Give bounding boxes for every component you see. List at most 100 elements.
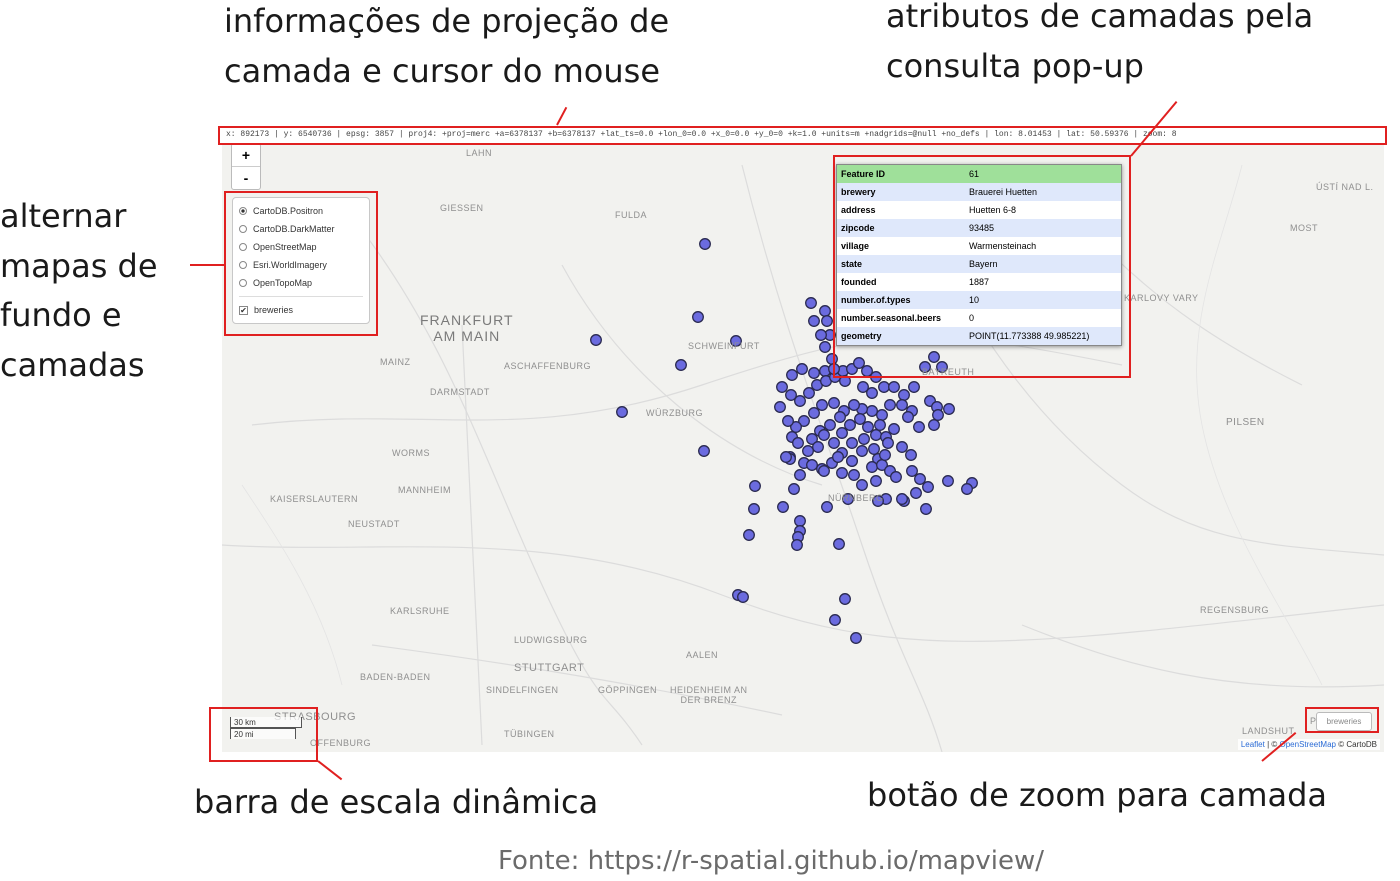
brewery-point[interactable] bbox=[866, 405, 878, 417]
brewery-point[interactable] bbox=[780, 451, 792, 463]
brewery-point[interactable] bbox=[836, 467, 848, 479]
brewery-point[interactable] bbox=[815, 329, 827, 341]
brewery-point[interactable] bbox=[832, 451, 844, 463]
brewery-point[interactable] bbox=[818, 429, 830, 441]
brewery-point[interactable] bbox=[816, 399, 828, 411]
brewery-point[interactable] bbox=[879, 449, 891, 461]
brewery-point[interactable] bbox=[743, 529, 755, 541]
map-canvas[interactable] bbox=[222, 125, 1384, 752]
brewery-point[interactable] bbox=[803, 387, 815, 399]
brewery-point[interactable] bbox=[866, 387, 878, 399]
brewery-point[interactable] bbox=[808, 315, 820, 327]
brewery-point[interactable] bbox=[870, 429, 882, 441]
brewery-point[interactable] bbox=[821, 315, 833, 327]
brewery-point[interactable] bbox=[854, 413, 866, 425]
brewery-point[interactable] bbox=[806, 433, 818, 445]
brewery-points[interactable] bbox=[590, 238, 978, 644]
brewery-point[interactable] bbox=[910, 487, 922, 499]
brewery-point[interactable] bbox=[777, 501, 789, 513]
brewery-point[interactable] bbox=[919, 361, 931, 373]
brewery-point[interactable] bbox=[906, 465, 918, 477]
brewery-point[interactable] bbox=[616, 406, 628, 418]
brewery-point[interactable] bbox=[943, 403, 955, 415]
brewery-point[interactable] bbox=[888, 381, 900, 393]
map-widget[interactable]: x: 892173 | y: 6540736 | epsg: 3857 | pr… bbox=[222, 125, 1384, 752]
brewery-point[interactable] bbox=[824, 419, 836, 431]
brewery-point[interactable] bbox=[794, 395, 806, 407]
brewery-point[interactable] bbox=[846, 437, 858, 449]
brewery-point[interactable] bbox=[898, 389, 910, 401]
brewery-point[interactable] bbox=[872, 495, 884, 507]
brewery-point[interactable] bbox=[796, 363, 808, 375]
leaflet-link[interactable]: Leaflet bbox=[1240, 740, 1265, 749]
osm-link[interactable]: OpenStreetMap bbox=[1279, 740, 1336, 749]
basemap-option[interactable]: CartoDB.DarkMatter bbox=[239, 220, 363, 238]
brewery-point[interactable] bbox=[819, 305, 831, 317]
brewery-point[interactable] bbox=[821, 501, 833, 513]
basemap-option[interactable]: CartoDB.Positron bbox=[239, 202, 363, 220]
brewery-point[interactable] bbox=[842, 493, 854, 505]
brewery-point[interactable] bbox=[913, 421, 925, 433]
brewery-point[interactable] bbox=[896, 399, 908, 411]
brewery-point[interactable] bbox=[748, 503, 760, 515]
brewery-point[interactable] bbox=[896, 493, 908, 505]
brewery-point[interactable] bbox=[812, 441, 824, 453]
brewery-point[interactable] bbox=[806, 459, 818, 471]
brewery-point[interactable] bbox=[828, 437, 840, 449]
brewery-point[interactable] bbox=[788, 483, 800, 495]
brewery-point[interactable] bbox=[850, 632, 862, 644]
brewery-point[interactable] bbox=[785, 389, 797, 401]
brewery-point[interactable] bbox=[866, 461, 878, 473]
brewery-point[interactable] bbox=[961, 483, 973, 495]
brewery-point[interactable] bbox=[818, 465, 830, 477]
brewery-point[interactable] bbox=[922, 481, 934, 493]
brewery-point[interactable] bbox=[862, 421, 874, 433]
brewery-point[interactable] bbox=[905, 449, 917, 461]
brewery-point[interactable] bbox=[808, 367, 820, 379]
brewery-point[interactable] bbox=[839, 593, 851, 605]
brewery-point[interactable] bbox=[928, 351, 940, 363]
brewery-point[interactable] bbox=[834, 411, 846, 423]
brewery-point[interactable] bbox=[774, 401, 786, 413]
brewery-point[interactable] bbox=[692, 311, 704, 323]
brewery-point[interactable] bbox=[590, 334, 602, 346]
brewery-point[interactable] bbox=[882, 437, 894, 449]
brewery-point[interactable] bbox=[776, 381, 788, 393]
brewery-point[interactable] bbox=[928, 419, 940, 431]
brewery-point[interactable] bbox=[896, 441, 908, 453]
brewery-point[interactable] bbox=[805, 297, 817, 309]
brewery-point[interactable] bbox=[848, 399, 860, 411]
brewery-point[interactable] bbox=[890, 471, 902, 483]
brewery-point[interactable] bbox=[819, 341, 831, 353]
basemap-option[interactable]: Esri.WorldImagery bbox=[239, 256, 363, 274]
brewery-point[interactable] bbox=[914, 473, 926, 485]
brewery-point[interactable] bbox=[876, 409, 888, 421]
brewery-point[interactable] bbox=[853, 357, 865, 369]
brewery-point[interactable] bbox=[699, 238, 711, 250]
brewery-point[interactable] bbox=[737, 591, 749, 603]
zoom-in-button[interactable]: + bbox=[241, 147, 251, 163]
overlay-option[interactable]: ✔ breweries bbox=[239, 301, 363, 319]
brewery-point[interactable] bbox=[802, 445, 814, 457]
brewery-point[interactable] bbox=[749, 480, 761, 492]
basemap-option[interactable]: OpenStreetMap bbox=[239, 238, 363, 256]
brewery-point[interactable] bbox=[675, 359, 687, 371]
brewery-point[interactable] bbox=[936, 361, 948, 373]
brewery-point[interactable] bbox=[833, 538, 845, 550]
brewery-point[interactable] bbox=[786, 369, 798, 381]
brewery-point[interactable] bbox=[792, 437, 804, 449]
brewery-point[interactable] bbox=[932, 409, 944, 421]
brewery-point[interactable] bbox=[902, 411, 914, 423]
brewery-point[interactable] bbox=[808, 407, 820, 419]
brewery-point[interactable] bbox=[828, 397, 840, 409]
brewery-point[interactable] bbox=[848, 469, 860, 481]
brewery-point[interactable] bbox=[857, 381, 869, 393]
brewery-point[interactable] bbox=[844, 419, 856, 431]
brewery-point[interactable] bbox=[888, 423, 900, 435]
brewery-point[interactable] bbox=[858, 433, 870, 445]
brewery-point[interactable] bbox=[798, 415, 810, 427]
brewery-point[interactable] bbox=[856, 479, 868, 491]
brewery-point[interactable] bbox=[868, 443, 880, 455]
brewery-point[interactable] bbox=[839, 375, 851, 387]
brewery-point[interactable] bbox=[836, 427, 848, 439]
